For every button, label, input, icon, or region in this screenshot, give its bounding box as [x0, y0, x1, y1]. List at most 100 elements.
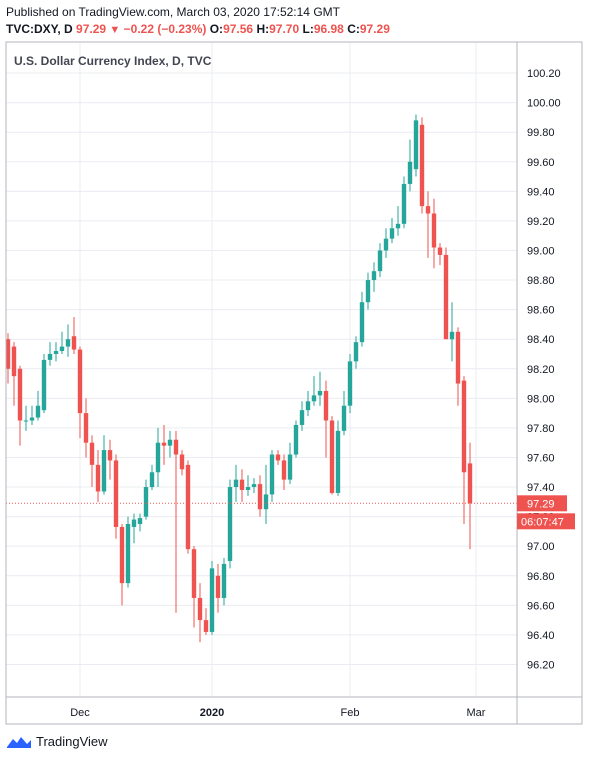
candle-body	[401, 183, 407, 224]
down-arrow-icon: ▼	[109, 24, 121, 36]
open-label: O:	[209, 22, 224, 36]
candle-body	[341, 405, 347, 431]
high-value: 97.70	[269, 22, 300, 36]
last-price-tag-value: 97.29	[527, 498, 555, 510]
candle-up	[149, 464, 155, 491]
candle-body	[257, 484, 263, 510]
candle-body	[101, 450, 107, 492]
candlestick-chart[interactable]: U.S. Dollar Currency Index, D, TVC 96.20…	[0, 0, 589, 730]
tradingview-brand[interactable]: TradingView	[6, 734, 108, 749]
candle-up	[233, 464, 239, 502]
candle-down	[197, 583, 203, 643]
candle-body	[389, 228, 395, 239]
candle-body	[179, 454, 185, 470]
candle-body	[377, 250, 383, 272]
time-tick-label: Dec	[70, 707, 90, 719]
price-tick-label: 99.60	[527, 157, 555, 169]
candle-down	[467, 442, 473, 550]
last-price-tag-bg	[517, 495, 567, 512]
candle-body	[65, 339, 71, 347]
candle-up	[125, 516, 131, 588]
candle-body	[59, 346, 65, 352]
candle-down	[95, 450, 101, 502]
candle-down	[461, 376, 467, 525]
candle-down	[107, 439, 113, 480]
candle-down	[11, 342, 17, 406]
candle-body	[467, 463, 473, 504]
candle-up	[377, 243, 383, 278]
candle-body	[227, 487, 233, 561]
price-tick-label: 98.40	[527, 334, 555, 346]
candle-up	[347, 353, 353, 414]
candle-up	[407, 139, 413, 192]
candle-down	[275, 450, 281, 465]
candle-body	[203, 620, 209, 632]
price-tick-label: 99.40	[527, 186, 555, 198]
candle-up	[335, 420, 341, 496]
time-tick-label: Feb	[341, 707, 360, 719]
candle-up	[341, 390, 347, 436]
candle-up	[383, 228, 389, 258]
candle-body	[89, 442, 95, 465]
candle-up	[287, 442, 293, 485]
candle-down	[71, 317, 77, 354]
candle-body	[5, 339, 11, 369]
candle-up	[35, 390, 41, 421]
time-tick-label: Mar	[467, 707, 486, 719]
candle-body	[353, 342, 359, 362]
countdown-tag-bg	[517, 513, 575, 530]
candle-up	[449, 302, 455, 362]
price-axis: 96.2096.4096.6096.8097.0097.2097.4097.60…	[527, 68, 561, 671]
candle-body	[395, 223, 401, 229]
candle-up	[413, 114, 419, 177]
brand-label: TradingView	[36, 734, 108, 749]
candle-up	[131, 513, 137, 544]
candle-up	[53, 342, 59, 362]
candle-body	[455, 331, 461, 384]
close-value: 97.29	[359, 22, 390, 36]
candle-body	[41, 359, 47, 411]
candle-up	[269, 450, 275, 502]
candle-body	[449, 331, 455, 340]
candle-body	[191, 549, 197, 598]
candle-up	[245, 475, 251, 496]
candle-body	[119, 526, 125, 584]
candle-body	[383, 238, 389, 251]
candle-body	[137, 518, 143, 525]
candle-up	[371, 262, 377, 292]
candle-body	[35, 405, 41, 418]
candle-up	[41, 353, 47, 414]
candle-up	[29, 405, 35, 425]
price-tick-label: 97.00	[527, 541, 555, 553]
candle-body	[125, 524, 131, 584]
candle-up	[155, 427, 161, 488]
candle-body	[107, 450, 113, 461]
candle-up	[389, 217, 395, 244]
candle-body	[143, 487, 149, 517]
price-change: −0.22 (−0.23%)	[123, 22, 207, 36]
candle-up	[401, 176, 407, 229]
candle-body	[215, 575, 221, 598]
candle-down	[173, 430, 179, 613]
price-tick-label: 98.80	[527, 275, 555, 287]
candle-up	[365, 272, 371, 310]
price-tick-label: 99.00	[527, 245, 555, 257]
candle-down	[17, 365, 23, 446]
candle-body	[71, 336, 77, 350]
time-axis: Dec 2020 Feb Mar	[70, 707, 486, 719]
candle-up	[353, 336, 359, 369]
candle-down	[119, 524, 125, 606]
symbol-quote-line: TVC:DXY, D 97.29 ▼ −0.22 (−0.23%) O:97.5…	[6, 22, 390, 36]
candle-up	[167, 430, 173, 458]
candle-up	[293, 420, 299, 458]
candle-down	[5, 333, 11, 384]
candle-body	[173, 439, 179, 455]
candle-series	[5, 114, 473, 643]
candle-body	[11, 346, 17, 377]
tradingview-logo-icon	[7, 736, 31, 748]
candle-body	[23, 420, 29, 422]
high-label: H:	[256, 22, 270, 36]
candle-body	[425, 206, 431, 214]
time-tick-label: 2020	[200, 707, 224, 719]
low-value: 96.98	[313, 22, 344, 36]
